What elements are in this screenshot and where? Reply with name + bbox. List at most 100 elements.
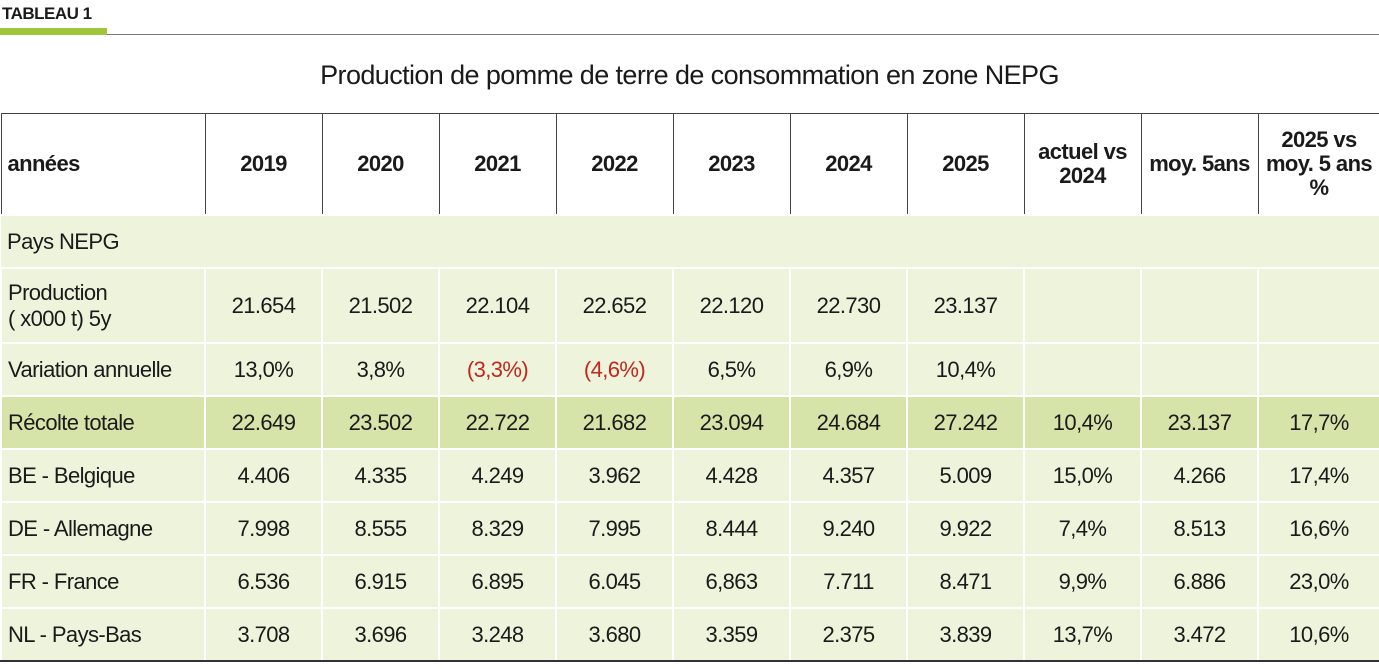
empty-cell [1257,342,1379,397]
cell: 10,6% [1257,607,1379,662]
cell: 10,4% [1023,395,1142,450]
rule [107,34,1379,35]
row-label: NL - Pays-Bas [0,607,206,662]
cell: 3.248 [438,607,557,662]
cell: 22.120 [672,267,791,344]
cell: 6.886 [1140,554,1259,609]
empty-cell [1023,267,1142,344]
cell: 4.406 [204,448,323,503]
cell: 7.998 [204,501,323,556]
cell: 7,4% [1023,501,1142,556]
cell: 17,7% [1257,395,1379,450]
cell: 24.684 [789,395,908,450]
cell: 4.335 [321,448,440,503]
cell: 3.472 [1140,607,1259,662]
column-header: 2024 [789,113,908,216]
table-title: Production de pomme de terre de consomma… [320,60,1059,90]
cell: 8.329 [438,501,557,556]
cell: 27.242 [906,395,1025,450]
cell: 23.137 [1140,395,1259,450]
cell: 6.915 [321,554,440,609]
data-table: années 2019 2020 2021 2022 2023 2024 2025 actuel… [0,113,1379,662]
table-label: TABLEAU 1 [2,4,92,23]
cell: 21.682 [555,395,674,450]
cell: 3.696 [321,607,440,662]
cell: 22.104 [438,267,557,344]
column-header: 2023 [672,113,791,216]
table-row: FR - France 6.536 6.915 6.895 6.045 6,863 7.71… [0,554,1379,609]
cell: 9.922 [906,501,1025,556]
cell: 3.962 [555,448,674,503]
cell: (4,6%) [555,342,674,397]
column-header: années [0,113,206,216]
cell: 3.839 [906,607,1025,662]
cell: 6,863 [672,554,791,609]
row-label: Production ( x000 t) 5y [0,267,206,344]
cell: 4.266 [1140,448,1259,503]
cell: 6,5% [672,342,791,397]
cell: 8.555 [321,501,440,556]
table-row: Récolte totale 22.649 23.502 22.722 21.682 23… [0,395,1379,450]
cell: 23.502 [321,395,440,450]
cell: 23.094 [672,395,791,450]
row-label: FR - France [0,554,206,609]
cell: 4.428 [672,448,791,503]
table-row: Pays NEPG [1,214,1379,269]
cell: 21.502 [321,267,440,344]
column-header: moy. 5ans [1140,113,1259,216]
cell: 6.895 [438,554,557,609]
cell: 22.649 [204,395,323,450]
empty-cell [1023,342,1142,397]
cell: 17,4% [1257,448,1379,503]
section-label: Pays NEPG [1,214,1379,269]
cell: 23,0% [1257,554,1379,609]
row-label: Récolte totale [0,395,206,450]
cell: 9,9% [1023,554,1142,609]
cell: 21.654 [204,267,323,344]
column-header: 2025 vs moy. 5 ans % [1257,113,1379,216]
table-row: BE - Belgique 4.406 4.335 4.249 3.962 4.428 4.… [0,448,1379,503]
row-label: Variation annuelle [0,342,206,397]
cell: 23.137 [906,267,1025,344]
cell: 7.995 [555,501,674,556]
cell: 2.375 [789,607,908,662]
cell: 16,6% [1257,501,1379,556]
header-row: années 2019 2020 2021 2022 2023 2024 2025 actuel… [0,113,1379,216]
column-header: 2021 [438,113,557,216]
cell: 13,7% [1023,607,1142,662]
accent-bar [0,28,107,35]
cell: 22.652 [555,267,674,344]
column-header: 2025 [906,113,1025,216]
cell: 6.536 [204,554,323,609]
cell: 6,9% [789,342,908,397]
cell: 7.711 [789,554,908,609]
cell: 8.444 [672,501,791,556]
column-header: actuel vs 2024 [1023,113,1142,216]
cell: 22.722 [438,395,557,450]
empty-cell [1257,267,1379,344]
cell: 15,0% [1023,448,1142,503]
table-row: NL - Pays-Bas 3.708 3.696 3.248 3.680 3.359 2.… [0,607,1379,662]
cell: 3.359 [672,607,791,662]
empty-cell [1140,342,1259,397]
column-header: 2019 [204,113,323,216]
cell: 3.708 [204,607,323,662]
row-label: DE - Allemagne [0,501,206,556]
cell: 4.357 [789,448,908,503]
cell: 3.680 [555,607,674,662]
cell: 6.045 [555,554,674,609]
cell: 22.730 [789,267,908,344]
cell: 8.513 [1140,501,1259,556]
row-label: BE - Belgique [0,448,206,503]
column-header: 2020 [321,113,440,216]
column-header: 2022 [555,113,674,216]
cell: 10,4% [906,342,1025,397]
cell: 9.240 [789,501,908,556]
table-row: Variation annuelle 13,0% 3,8% (3,3%) (4,6%) 6… [0,342,1379,397]
cell: 4.249 [438,448,557,503]
table-row: DE - Allemagne 7.998 8.555 8.329 7.995 8.444 9… [0,501,1379,556]
cell: 5.009 [906,448,1025,503]
empty-cell [1140,267,1259,344]
cell: (3,3%) [438,342,557,397]
